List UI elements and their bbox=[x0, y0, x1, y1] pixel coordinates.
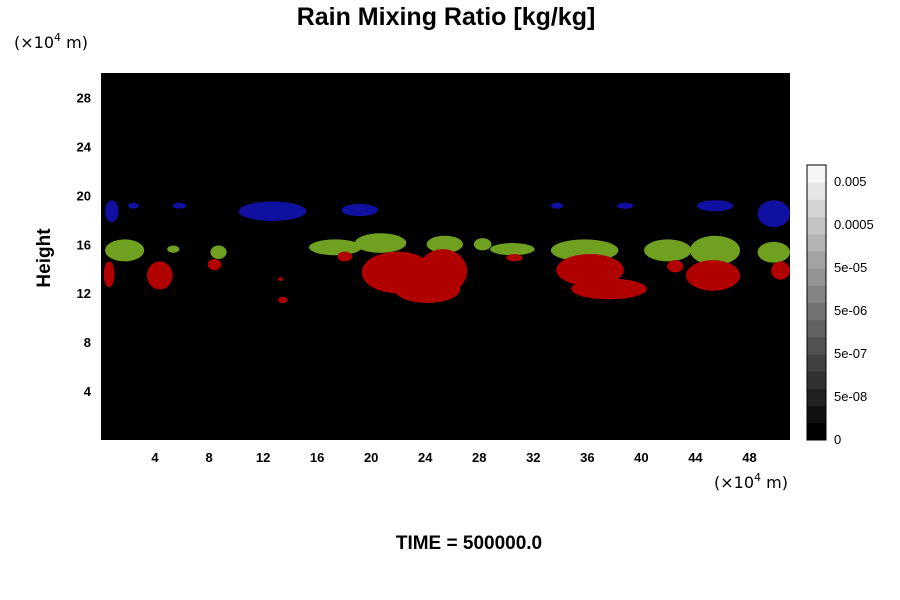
x-tick-label: 36 bbox=[580, 450, 594, 465]
rain-region-19 bbox=[690, 235, 741, 266]
rain-region-16 bbox=[490, 243, 535, 256]
x-tick-label: 32 bbox=[526, 450, 540, 465]
colorbar-level bbox=[807, 250, 826, 269]
rain-region-8 bbox=[757, 200, 790, 228]
colorbar-tick-label: 5e-05 bbox=[834, 260, 867, 275]
x-tick-label: 20 bbox=[364, 450, 378, 465]
rain-region-22 bbox=[146, 261, 173, 290]
colorbar-level bbox=[807, 302, 826, 321]
rain-region-14 bbox=[426, 235, 464, 253]
colorbar-level bbox=[807, 268, 826, 286]
chart-title: Rain Mixing Ratio [kg/kg] bbox=[297, 3, 596, 31]
colorbar-level bbox=[807, 319, 826, 338]
x-axis-unit: (×104 m) bbox=[714, 471, 788, 492]
rain-region-9 bbox=[105, 239, 145, 262]
colorbar-tick-label: 0.005 bbox=[834, 174, 867, 189]
rain-region-0 bbox=[105, 200, 119, 223]
colorbar-level bbox=[807, 233, 826, 252]
colorbar-level bbox=[807, 165, 826, 183]
rain-region-29 bbox=[418, 249, 468, 294]
y-tick-label: 8 bbox=[84, 335, 91, 350]
x-tick-label: 4 bbox=[151, 450, 159, 465]
y-tick-label: 24 bbox=[77, 139, 92, 154]
colorbar-level bbox=[807, 422, 826, 441]
rain-region-11 bbox=[210, 245, 227, 259]
rain-region-30 bbox=[506, 254, 523, 262]
rain-region-25 bbox=[277, 296, 288, 303]
rain-region-4 bbox=[341, 203, 378, 217]
colorbar-level bbox=[807, 216, 826, 235]
colorbar-level bbox=[807, 371, 826, 389]
y-tick-label: 20 bbox=[77, 188, 91, 203]
rain-region-13 bbox=[354, 233, 407, 253]
colorbar-tick-label: 5e-07 bbox=[834, 346, 867, 361]
x-tick-label: 24 bbox=[418, 450, 433, 465]
rain-region-6 bbox=[617, 202, 634, 209]
x-tick-label: 40 bbox=[634, 450, 648, 465]
rain-region-18 bbox=[644, 239, 692, 262]
x-tick-label: 12 bbox=[256, 450, 270, 465]
rain-region-1 bbox=[128, 202, 139, 209]
rain-region-2 bbox=[172, 202, 187, 209]
colorbar-level bbox=[807, 199, 826, 218]
colorbar-tick-label: 0 bbox=[834, 432, 841, 447]
y-tick-label: 4 bbox=[84, 384, 92, 399]
colorbar-tick-label: 5e-08 bbox=[834, 389, 867, 404]
y-axis-label: Height bbox=[34, 228, 55, 288]
rain-region-31 bbox=[556, 254, 624, 286]
x-tick-label: 44 bbox=[688, 450, 703, 465]
colorbar-ticks: 0 5e-08 5e-07 5e-06 5e-05 0.0005 0.005 bbox=[834, 174, 874, 447]
y-axis-ticks: 4 8 12 16 20 24 28 bbox=[77, 90, 92, 399]
y-tick-label: 28 bbox=[77, 90, 91, 105]
rain-region-23 bbox=[207, 258, 222, 270]
rain-region-3 bbox=[238, 201, 307, 222]
rain-region-20 bbox=[757, 241, 790, 263]
x-tick-label: 8 bbox=[205, 450, 212, 465]
rain-region-21 bbox=[103, 261, 115, 288]
colorbar-tick-label: 5e-06 bbox=[834, 303, 867, 318]
rain-region-35 bbox=[771, 261, 790, 280]
colorbar-level bbox=[807, 182, 826, 200]
x-axis-ticks: 4 8 12 16 20 24 28 32 36 40 44 48 bbox=[151, 450, 756, 465]
y-tick-label: 12 bbox=[77, 286, 91, 301]
colorbar-tick-label: 0.0005 bbox=[834, 217, 874, 232]
rain-region-24 bbox=[277, 277, 284, 281]
colorbar-level bbox=[807, 405, 826, 424]
rain-region-7 bbox=[696, 200, 734, 212]
x-tick-label: 28 bbox=[472, 450, 486, 465]
y-axis-unit: (×104 m) bbox=[14, 31, 88, 52]
colorbar-border bbox=[806, 164, 827, 441]
rain-region-26 bbox=[337, 251, 353, 262]
rain-region-33 bbox=[667, 260, 684, 273]
x-tick-label: 16 bbox=[310, 450, 324, 465]
rain-region-10 bbox=[167, 245, 180, 253]
rain-region-34 bbox=[685, 260, 741, 291]
rain-region-15 bbox=[473, 238, 492, 251]
rain-region-32 bbox=[571, 278, 647, 300]
colorbar bbox=[806, 164, 827, 441]
colorbar-level bbox=[807, 388, 826, 407]
x-tick-label: 48 bbox=[742, 450, 756, 465]
colorbar-level bbox=[807, 285, 826, 303]
colorbar-level bbox=[807, 354, 826, 372]
colorbar-level bbox=[807, 336, 826, 355]
rain-regions bbox=[103, 200, 790, 303]
rain-region-12 bbox=[309, 239, 362, 256]
y-tick-label: 16 bbox=[77, 237, 91, 252]
time-label: TIME = 500000.0 bbox=[396, 533, 542, 554]
rain-region-5 bbox=[550, 202, 564, 209]
plot-area bbox=[101, 73, 790, 440]
